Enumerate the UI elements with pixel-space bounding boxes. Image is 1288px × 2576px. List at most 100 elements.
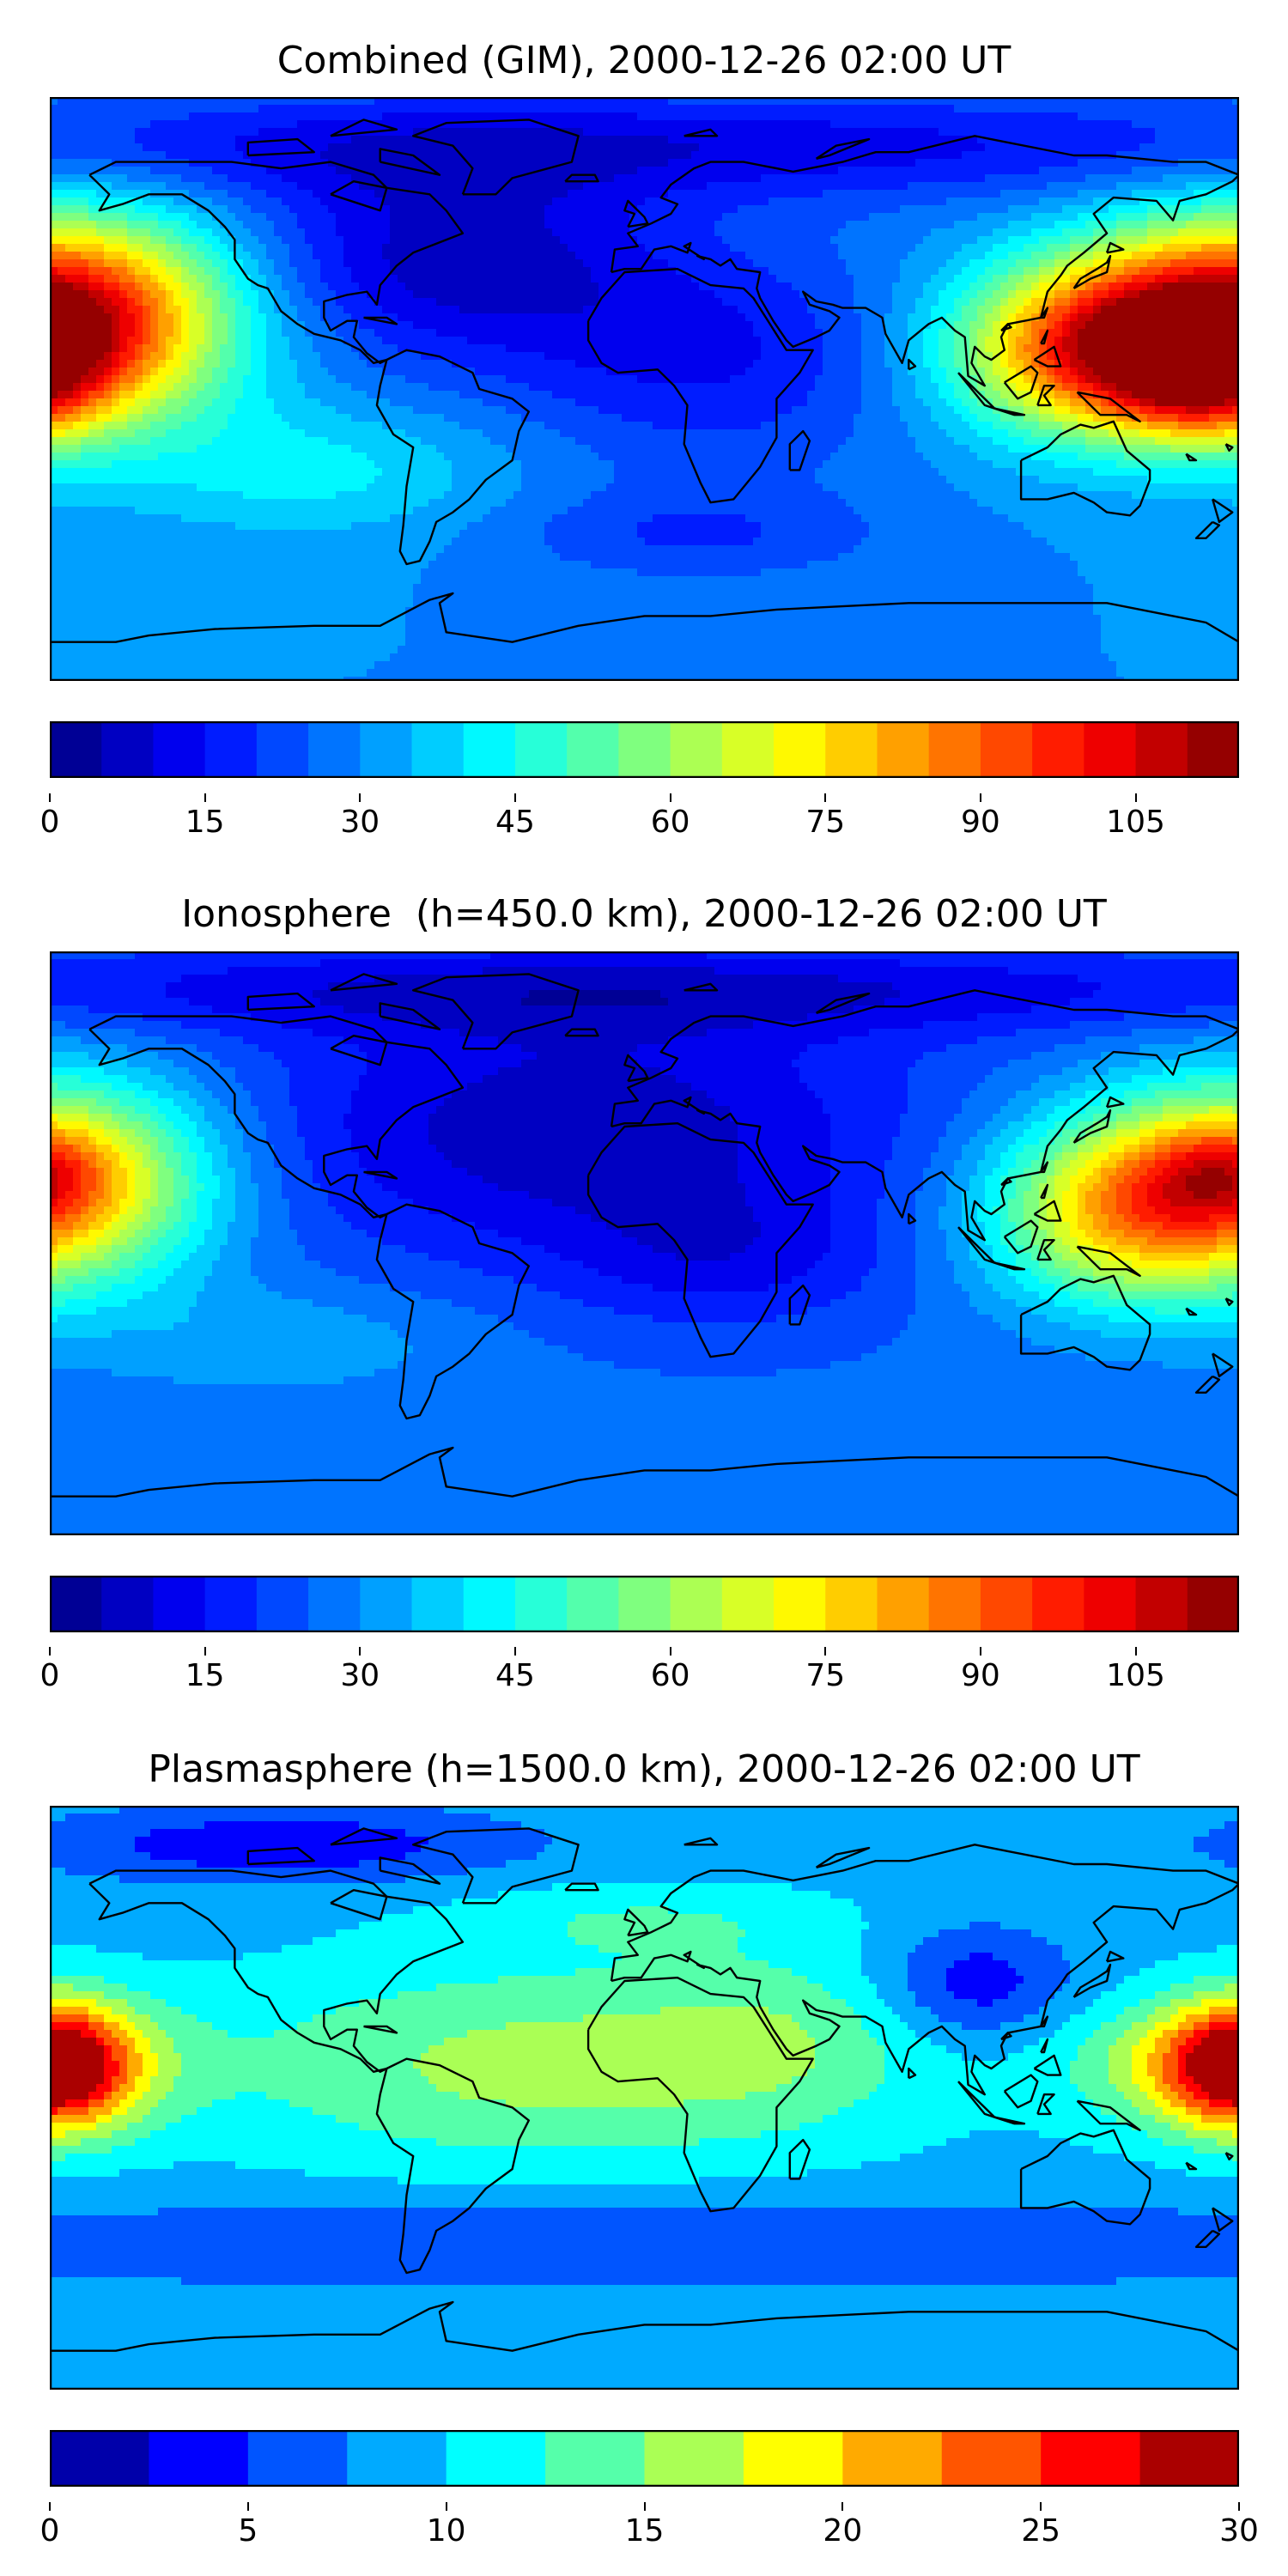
coastline — [1003, 2074, 1039, 2109]
coastline — [610, 1844, 1239, 2096]
colorbar-segment — [1041, 2430, 1141, 2487]
coastline — [363, 2025, 398, 2034]
coastline — [50, 2300, 1239, 2352]
colorbar-tick-mark — [359, 793, 361, 802]
colorbar-frame — [50, 721, 1239, 778]
coastline — [379, 1002, 441, 1030]
coastline — [1224, 2152, 1234, 2160]
coastline — [788, 2138, 811, 2180]
colorbar-tick-label: 5 — [238, 2514, 258, 2549]
coastline — [815, 137, 871, 160]
combined-colorbar — [50, 721, 1239, 778]
coastline — [564, 173, 599, 183]
coastline — [1212, 2207, 1234, 2233]
coastline — [379, 148, 441, 176]
coastline — [1185, 453, 1198, 462]
map-frame — [50, 97, 1239, 681]
coastline — [815, 992, 871, 1014]
coastline — [993, 407, 1026, 416]
colorbar-tick-mark — [643, 2502, 646, 2511]
coastline — [1040, 1161, 1049, 1174]
colorbar-tick-label: 0 — [40, 805, 60, 840]
tec-field — [50, 951, 1239, 1535]
coastline — [1072, 1963, 1112, 1998]
coastline — [375, 349, 530, 566]
colorbar-tick-label: 60 — [651, 1659, 690, 1693]
combined-colorbar-ticks: 0 15 30 45 60 75 90 105 — [40, 793, 1239, 848]
colorbar-segment — [721, 1576, 775, 1632]
colorbar-segment — [50, 721, 102, 778]
coastline — [1033, 1200, 1062, 1222]
colorbar-segment — [567, 721, 619, 778]
coastline — [1105, 1950, 1125, 1963]
colorbar-tick-label: 75 — [805, 1659, 845, 1693]
colorbar-tick-mark — [49, 2502, 51, 2511]
coastline — [610, 989, 1239, 1242]
colorbar-segment — [411, 721, 465, 778]
colorbar-segment — [153, 721, 206, 778]
coastline — [1036, 385, 1055, 407]
colorbar-segment — [567, 1576, 619, 1632]
colorbar-tick-label: 90 — [961, 1659, 1000, 1693]
coastline — [246, 992, 315, 1012]
coastlines — [50, 118, 1239, 643]
colorbar-segment — [1187, 1576, 1239, 1632]
colorbar-segment — [774, 721, 826, 778]
colorbar-segment — [1084, 721, 1137, 778]
coastline — [1000, 2032, 1012, 2041]
colorbar-segment — [980, 1576, 1033, 1632]
colorbar-tick-mark — [513, 793, 516, 802]
coastline — [908, 358, 917, 371]
coastline — [623, 1054, 649, 1083]
combined-map — [50, 97, 1239, 681]
colorbar-tick-mark — [824, 1647, 827, 1656]
colorbar-tick-mark — [824, 793, 827, 802]
colorbar-tick-mark — [359, 1647, 361, 1656]
ionosphere-tec-map — [50, 951, 1239, 1535]
plasmasphere-colorbar — [50, 2430, 1239, 2487]
coastline — [993, 2116, 1026, 2125]
colorbar-segment — [980, 721, 1033, 778]
colorbar-segment — [670, 721, 723, 778]
coastline — [1040, 329, 1049, 345]
colorbar-segment — [514, 721, 568, 778]
colorbar-segment — [928, 1576, 981, 1632]
colorbar-tick-mark — [204, 1647, 206, 1656]
map-frame — [50, 951, 1239, 1535]
colorbar-tick-mark — [49, 1647, 51, 1656]
coastline — [683, 1837, 719, 1846]
coastline — [330, 973, 398, 992]
coastline — [1019, 420, 1151, 517]
colorbar-segment — [842, 2430, 943, 2487]
colorbar-segment — [204, 1576, 258, 1632]
coastline — [1105, 241, 1125, 254]
colorbar-tick-label: 15 — [185, 805, 225, 840]
coastline — [1212, 1352, 1234, 1378]
plasmasphere-tec-map — [50, 1806, 1239, 2390]
coastline — [586, 1977, 814, 2213]
colorbar-tick-label: 30 — [340, 1659, 380, 1693]
colorbar-segment — [204, 721, 258, 778]
colorbar-segment — [825, 721, 878, 778]
coastline — [908, 1212, 917, 1225]
colorbar-segment — [1032, 721, 1084, 778]
colorbar-segment — [446, 2430, 546, 2487]
colorbar-segment — [153, 1576, 206, 1632]
colorbar-tick-label: 15 — [185, 1659, 225, 1693]
colorbar-segment — [941, 2430, 1042, 2487]
colorbar-segment — [360, 721, 413, 778]
colorbar-tick-mark — [1134, 1647, 1137, 1656]
colorbar-segment — [877, 721, 930, 778]
coastline — [50, 1446, 1239, 1498]
colorbar-segment — [308, 1576, 361, 1632]
colorbar-tick-label: 45 — [495, 1659, 535, 1693]
colorbar-segment — [1084, 1576, 1137, 1632]
colorbar-segment — [721, 721, 775, 778]
colorbar-tick-label: 75 — [805, 805, 845, 840]
coastline — [586, 268, 814, 504]
coastline — [88, 161, 465, 364]
coastline — [330, 180, 388, 212]
tec-field — [50, 1806, 1239, 2390]
colorbar-frame — [50, 1576, 1239, 1632]
coastline — [1194, 1375, 1221, 1394]
